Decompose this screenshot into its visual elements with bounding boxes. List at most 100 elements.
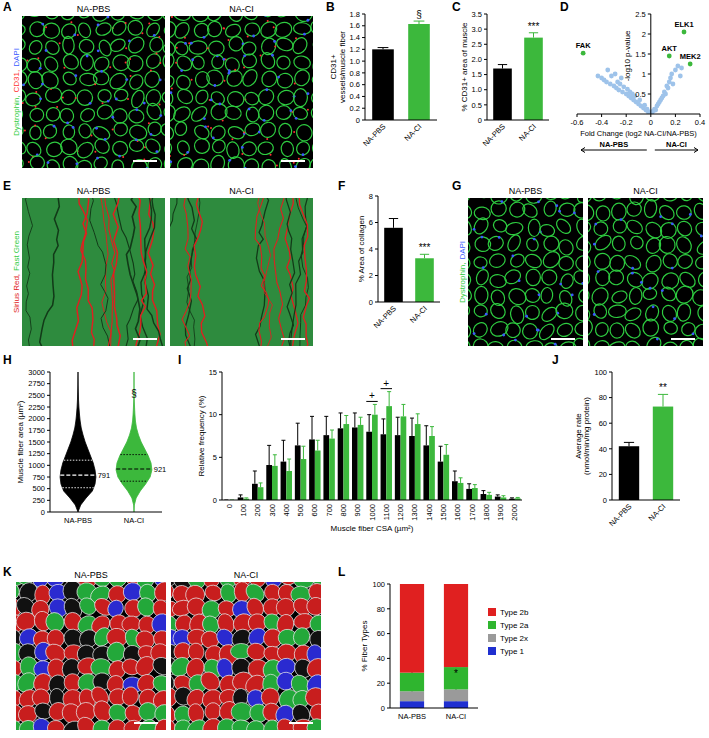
error-bar	[273, 455, 277, 466]
bar	[444, 701, 468, 708]
fiber	[642, 198, 662, 203]
error-bar	[496, 495, 500, 497]
nucleus	[97, 49, 100, 52]
nucleus	[263, 119, 266, 122]
x-tick-label: NA-CI	[647, 502, 668, 523]
fiber	[45, 157, 62, 168]
fiber	[507, 199, 528, 220]
bar	[381, 434, 387, 500]
annotations: §	[416, 9, 422, 20]
fiber	[275, 55, 291, 71]
fiber	[588, 220, 591, 233]
arrow-label: NA-CI	[666, 140, 687, 149]
fiber	[525, 236, 540, 252]
x-tick-label: 300	[268, 504, 277, 517]
error-bar	[467, 484, 471, 489]
fiber	[58, 136, 80, 157]
vessel	[94, 151, 96, 153]
bar	[429, 436, 435, 500]
fiber	[662, 320, 679, 336]
nucleus	[53, 125, 56, 128]
image-title: NA-PBS	[74, 570, 108, 580]
bar	[252, 484, 258, 500]
point	[605, 68, 610, 73]
y-tick-label: 20	[599, 470, 607, 479]
fiber	[487, 341, 503, 346]
nucleus	[156, 150, 159, 153]
fiber	[526, 269, 541, 286]
fiber	[224, 104, 243, 121]
panel-letter: A	[3, 0, 12, 14]
nucleus	[128, 40, 131, 43]
nucleus	[191, 58, 194, 61]
x-tick-label: -0.4	[595, 118, 608, 127]
y-tick	[484, 14, 487, 15]
y-tick-label: 250	[32, 496, 45, 505]
legend-swatch	[488, 621, 496, 629]
annotation: ***	[528, 21, 540, 32]
fiber	[61, 70, 79, 88]
bar	[352, 427, 358, 500]
y-tick	[387, 708, 390, 709]
y-tick-label: 750	[32, 473, 45, 482]
fiber	[488, 252, 508, 270]
x-tick-label: 100	[239, 504, 248, 517]
y-tick	[484, 74, 487, 75]
y-tick-label: 3000	[28, 368, 45, 377]
panel-letter: B	[326, 0, 335, 14]
x-tick	[675, 114, 676, 117]
nucleus	[631, 267, 634, 270]
vessel	[223, 27, 225, 29]
marks	[400, 584, 468, 708]
y-tick-label: 3.5	[472, 10, 482, 19]
nucleus	[45, 49, 48, 52]
vessel	[125, 62, 127, 64]
y-tick	[47, 395, 50, 396]
fiber	[240, 67, 260, 89]
bar	[438, 462, 444, 500]
bar	[415, 258, 434, 302]
stain-label: Dystrophin,	[458, 263, 467, 303]
fiber	[522, 324, 537, 340]
y-tick-label: 0.6	[350, 80, 360, 89]
x-tick-label: NA-PBS	[398, 712, 426, 721]
fiber	[294, 123, 313, 143]
fiber	[606, 339, 627, 346]
nucleus	[170, 91, 172, 94]
fiber	[276, 89, 295, 107]
y-tick	[47, 442, 50, 443]
axis-title: Muscle fiber area (µm²)	[16, 400, 25, 483]
fiber	[128, 123, 148, 141]
vessel	[227, 39, 229, 41]
nucleus	[159, 114, 162, 117]
image-title: NA-CI	[234, 570, 259, 580]
vessel	[122, 156, 124, 158]
fiber	[642, 319, 659, 337]
fiber	[624, 199, 644, 219]
y-tick	[387, 633, 390, 634]
y-tick-label: 1.0	[472, 85, 482, 94]
vessel	[231, 138, 233, 140]
fiber	[22, 23, 26, 37]
vessel	[266, 138, 268, 140]
nucleus	[95, 127, 98, 130]
fiber	[175, 139, 191, 156]
nucleus	[212, 137, 215, 140]
vessel	[276, 164, 278, 166]
micrograph-panel: NA-PBS NA-CI	[0, 563, 332, 738]
fiber	[468, 200, 474, 221]
fiber	[588, 239, 591, 255]
y-tick-label: 60	[377, 629, 385, 638]
fiber	[311, 71, 313, 86]
fiber	[468, 240, 471, 255]
x-axis	[577, 114, 700, 115]
y-tick	[648, 74, 651, 75]
vessel	[148, 122, 150, 124]
bar	[472, 488, 478, 500]
fiber	[623, 305, 643, 323]
y-tick-label: 0.5	[472, 101, 482, 110]
micrograph	[16, 582, 166, 730]
y-tick	[47, 477, 50, 478]
fiber	[679, 320, 697, 338]
vessel	[156, 52, 158, 54]
